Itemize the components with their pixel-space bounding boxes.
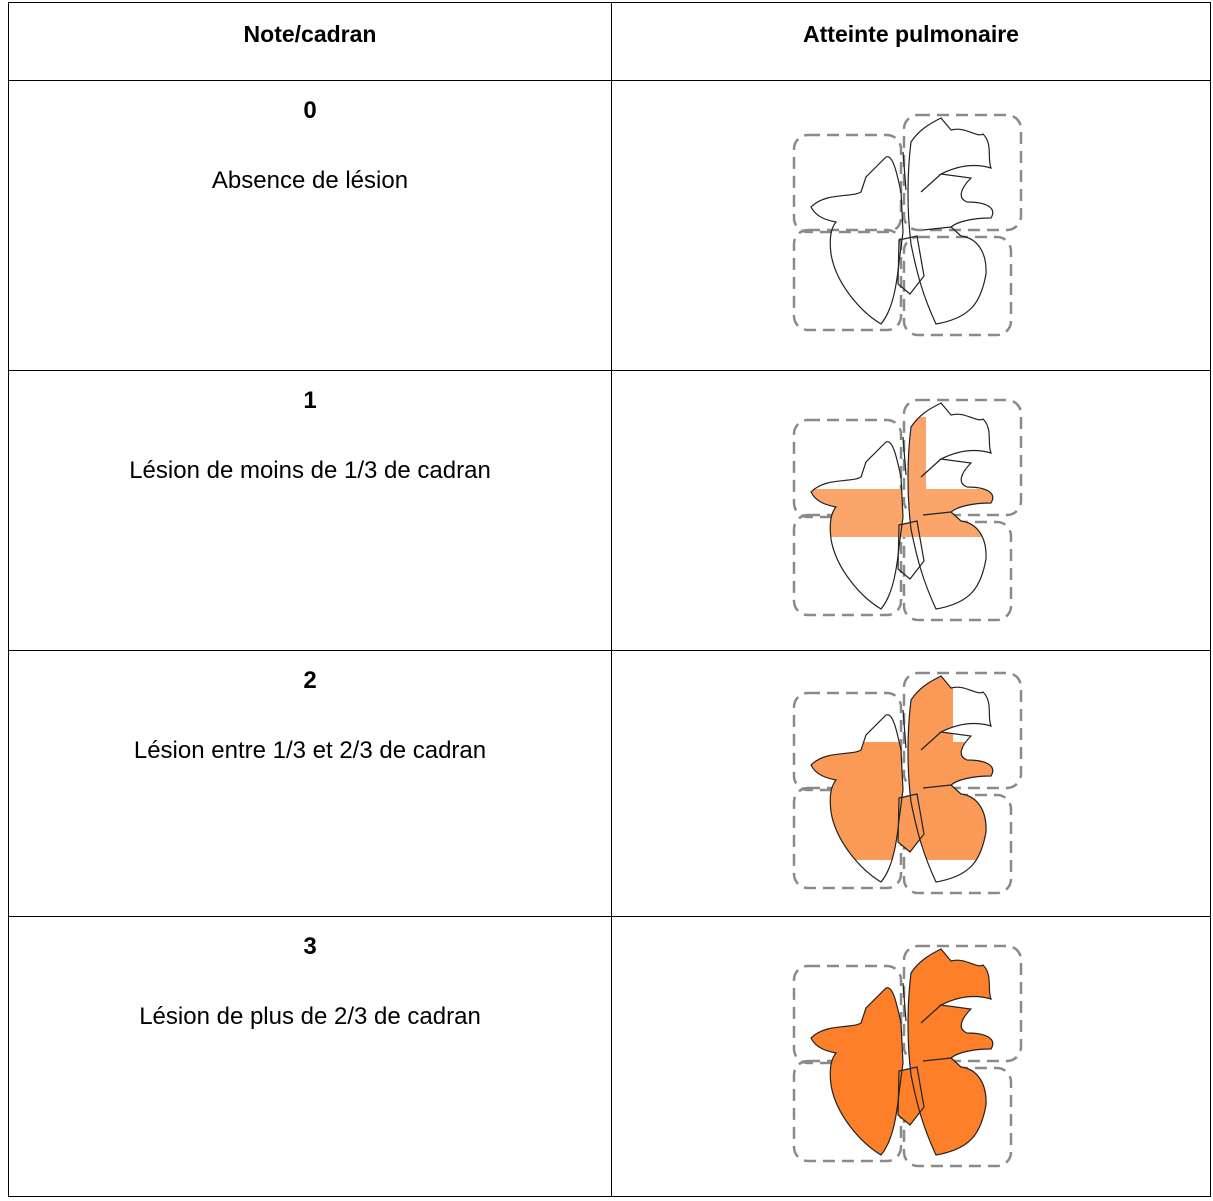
cell: 3 Lésion de plus de 2/3 de cadran bbox=[9, 917, 612, 1197]
score: 0 bbox=[9, 97, 611, 125]
description: Lésion de moins de 1/3 de cadran bbox=[9, 457, 611, 485]
row: 3 Lésion de plus de 2/3 de cadran bbox=[9, 917, 1211, 1197]
cell: 0 Absence de lésion bbox=[9, 81, 612, 371]
score: 2 bbox=[9, 667, 611, 695]
lung-diagram bbox=[791, 112, 1031, 340]
description: Lésion de plus de 2/3 de cadran bbox=[9, 1003, 611, 1031]
score: 1 bbox=[9, 387, 611, 415]
lung-diagram bbox=[791, 943, 1031, 1171]
description: Lésion entre 1/3 et 2/3 de cadran bbox=[9, 737, 611, 765]
cell: 1 Lésion de moins de 1/3 de cadran bbox=[9, 371, 612, 651]
cell: 2 Lésion entre 1/3 et 2/3 de cadran bbox=[9, 651, 612, 917]
header-row: Note/cadran Atteinte pulmonaire bbox=[9, 3, 1211, 81]
cell bbox=[612, 651, 1211, 917]
row: 0 Absence de lésion bbox=[9, 81, 1211, 371]
header-cell: Atteinte pulmonaire bbox=[612, 3, 1211, 81]
header-cell: Note/cadran bbox=[9, 3, 612, 81]
lung-diagram bbox=[791, 670, 1031, 898]
description: Absence de lésion bbox=[9, 167, 611, 195]
lung-diagram bbox=[791, 397, 1031, 625]
page: Note/cadran Atteinte pulmonaire 0 Absenc… bbox=[0, 0, 1213, 1201]
row: 1 Lésion de moins de 1/3 de cadran bbox=[9, 371, 1211, 651]
cell bbox=[612, 371, 1211, 651]
row: 2 Lésion entre 1/3 et 2/3 de cadran bbox=[9, 651, 1211, 917]
score: 3 bbox=[9, 933, 611, 961]
cell bbox=[612, 917, 1211, 1197]
score-table: Note/cadran Atteinte pulmonaire 0 Absenc… bbox=[8, 2, 1211, 1197]
cell bbox=[612, 81, 1211, 371]
